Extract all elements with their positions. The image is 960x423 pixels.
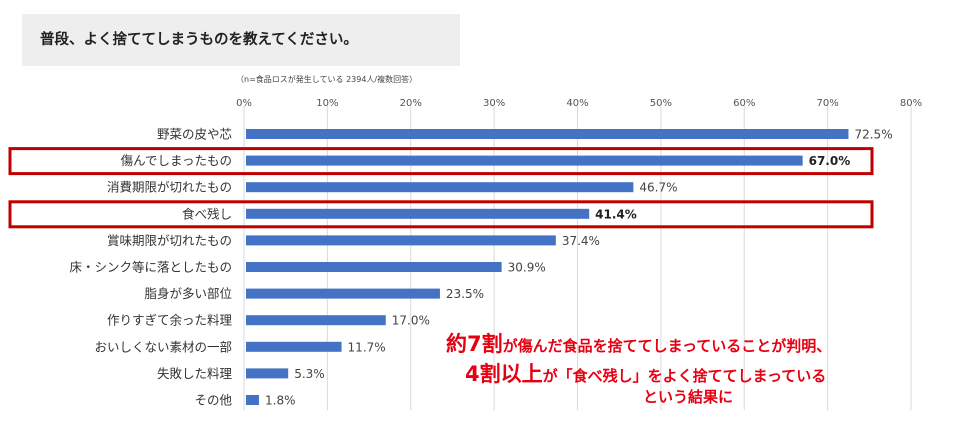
bar [246, 368, 289, 379]
x-tick-label: 80% [900, 98, 922, 109]
x-tick-label: 10% [316, 98, 338, 109]
data-label: 17.0% [392, 314, 430, 328]
highlight-box [8, 200, 874, 229]
category-label: おいしくない素材の一部 [94, 339, 232, 354]
bar [246, 341, 342, 352]
x-tick-label: 20% [400, 98, 422, 109]
callout-text-2: が「食べ残し」をよく捨ててしまっている [542, 367, 827, 385]
bar [246, 182, 634, 193]
x-tick-label: 0% [236, 98, 252, 109]
category-label: その他 [194, 393, 232, 408]
data-label: 5.3% [294, 367, 325, 381]
bar [246, 395, 260, 405]
x-tick-label: 60% [733, 98, 755, 109]
category-label: 失敗した料理 [157, 366, 233, 381]
x-tick-label: 50% [650, 98, 672, 109]
data-label: 11.7% [348, 340, 386, 354]
category-label: 食べ残し [182, 206, 232, 221]
x-tick-label: 70% [817, 98, 839, 109]
callout-line-3: という結果に [643, 388, 734, 406]
data-label: 23.5% [446, 287, 484, 301]
title-box [22, 14, 460, 66]
bar [246, 155, 803, 166]
data-label: 41.4% [595, 207, 637, 221]
highlight-box [8, 147, 874, 176]
callout-emphasis-2: 4割以上 [465, 362, 543, 386]
category-label: 作りすぎて余った料理 [107, 313, 233, 328]
data-label: 46.7% [639, 181, 677, 195]
category-label: 床・シンク等に落としたもの [69, 260, 232, 275]
chart-title: 普段、よく捨ててしまうものを教えてください。 [40, 32, 358, 48]
callout-emphasis-1: 約7割 [446, 332, 503, 356]
bar [246, 315, 386, 326]
data-label: 72.5% [854, 128, 892, 142]
bar [246, 208, 590, 219]
category-label: 消費期限が切れたもの [107, 180, 232, 195]
data-label: 1.8% [265, 394, 296, 408]
callout-text-1: が傷んだ食品を捨ててしまっていることが判明、 [502, 337, 832, 355]
bar [246, 235, 556, 246]
data-label: 67.0% [809, 154, 851, 168]
category-label: 賞味期限が切れたもの [107, 233, 232, 248]
x-tick-label: 30% [483, 98, 505, 109]
sample-note: （n=食品ロスが発生している 2394人/複数回答） [236, 75, 418, 84]
bar [246, 288, 440, 299]
category-label: 傷んでしまったもの [121, 153, 232, 168]
data-label: 30.9% [508, 261, 546, 275]
category-label: 野菜の皮や芯 [157, 127, 232, 142]
x-tick-label: 40% [566, 98, 588, 109]
bar [246, 129, 849, 139]
bar [246, 262, 502, 272]
callout-line-1: 約7割が傷んだ食品を捨ててしまっていることが判明、 [446, 328, 831, 358]
category-label: 脂身が多い部位 [144, 286, 232, 301]
data-label: 37.4% [562, 234, 600, 248]
callout-line-2: 4割以上が「食べ残し」をよく捨ててしまっている [465, 358, 826, 388]
